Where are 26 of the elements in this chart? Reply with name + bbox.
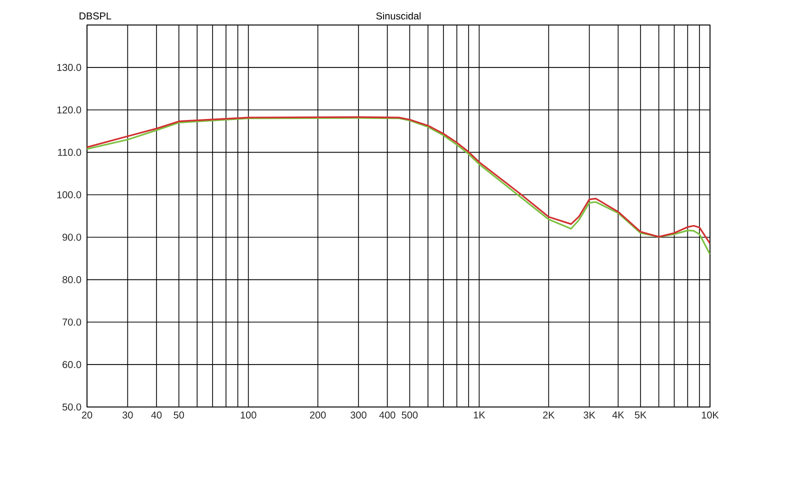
y-tick-label: 80.0 (62, 276, 82, 284)
x-tick-label: 20 (82, 412, 92, 419)
y-tick-label: 110.0 (58, 148, 82, 156)
y-tick-label: 90.0 (62, 234, 82, 241)
y-tick-label: 60.0 (62, 361, 82, 368)
x-tick-label: 30 (122, 412, 133, 419)
y-tick-label: 100.0 (57, 191, 82, 198)
x-tick-label: 50 (174, 412, 184, 419)
x-tick-label: 1K (474, 412, 486, 418)
x-tick-label: 3K (584, 412, 596, 419)
x-tick-label: 500 (402, 412, 418, 419)
y-tick-label: 120.0 (57, 106, 82, 114)
x-tick-label: 40 (151, 412, 162, 419)
x-tick-label: 2K (543, 412, 555, 418)
x-tick-label: 5K (634, 412, 647, 418)
x-tick-label: 4K (612, 412, 624, 418)
x-tick-label: 400 (379, 412, 396, 419)
y-axis-title: DBSPL (80, 12, 112, 20)
x-tick-label: 100 (240, 412, 256, 419)
y-tick-label: 70.0 (62, 318, 82, 326)
x-tick-label: 200 (310, 412, 326, 419)
chart-title: Sinuscidal (376, 12, 421, 20)
y-tick-label: 50.0 (62, 403, 82, 411)
x-tick-label: 300 (350, 412, 366, 419)
y-tick-label: 130.0 (57, 64, 82, 71)
x-tick-label: 10K (702, 412, 719, 419)
